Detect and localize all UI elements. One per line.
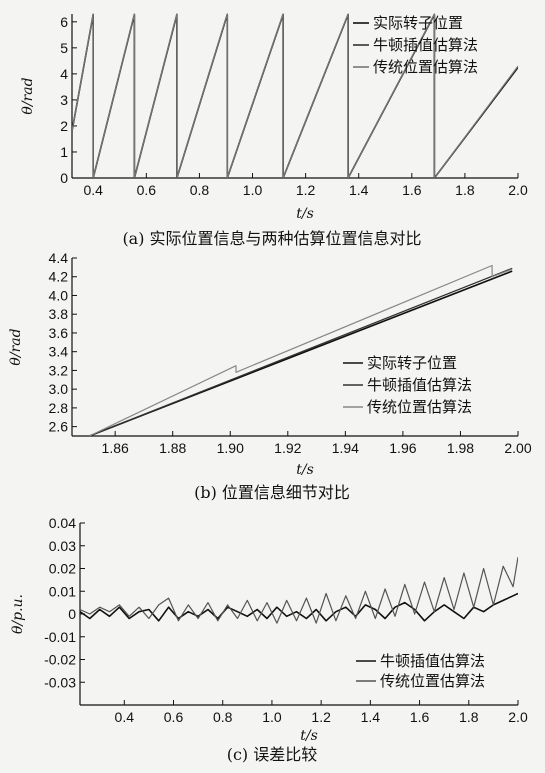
x-tick-label: 0.6 — [164, 709, 184, 725]
x-tick-label: 0.4 — [84, 182, 104, 198]
legend-label: 实际转子位置 — [367, 354, 457, 372]
y-tick-label: 1 — [60, 144, 68, 160]
y-tick-label: -0.01 — [44, 629, 76, 645]
y-axis-label: θ/p.u. — [10, 594, 26, 634]
legend-label: 牛顿插值估算法 — [373, 36, 478, 54]
x-tick-label: 1.6 — [402, 182, 422, 198]
x-tick-label: 2.0 — [508, 709, 528, 725]
x-axis-label: t/s — [300, 728, 318, 744]
x-tick-label: 1.8 — [455, 182, 475, 198]
x-tick-label: 1.6 — [410, 709, 430, 725]
y-tick-label: 0.03 — [49, 538, 76, 554]
y-tick-label: 4.2 — [49, 269, 69, 285]
x-tick-label: 1.90 — [217, 440, 244, 456]
y-tick-label: 0.01 — [49, 583, 76, 599]
x-tick-label: 1.2 — [311, 709, 331, 725]
x-tick-label: 1.8 — [459, 709, 479, 725]
y-tick-label: 0 — [60, 170, 68, 186]
x-axis-label: t/s — [296, 462, 314, 478]
y-axis-label: θ/rad — [20, 77, 36, 114]
y-tick-label: -0.02 — [44, 652, 76, 668]
x-tick-label: 2.00 — [504, 440, 531, 456]
chart-panel-2 — [71, 257, 519, 437]
x-tick-label: 1.4 — [361, 709, 381, 725]
chart-panel-1 — [71, 13, 519, 179]
y-tick-label: 0 — [68, 606, 76, 622]
legend-label: 传统位置估算法 — [373, 58, 478, 76]
series-line-1 — [80, 592, 518, 622]
x-tick-label: 1.86 — [102, 440, 129, 456]
series-line-3 — [72, 13, 518, 178]
legend-label: 牛顿插值估算法 — [367, 376, 472, 394]
x-tick-label: 0.8 — [213, 709, 233, 725]
y-tick-label: 3.0 — [49, 381, 69, 397]
y-axis-label: θ/rad — [8, 328, 24, 365]
y-tick-label: 2.6 — [49, 419, 69, 435]
y-tick-label: 6 — [60, 14, 68, 30]
legend-label: 传统位置估算法 — [380, 672, 485, 690]
chart-caption: (a) 实际位置信息与两种估算位置信息对比 — [122, 229, 421, 248]
series-line-3 — [89, 264, 513, 436]
y-tick-label: 4.0 — [49, 287, 69, 303]
y-tick-label: 3.8 — [49, 306, 69, 322]
x-tick-label: 1.98 — [447, 440, 474, 456]
y-tick-label: 3 — [60, 92, 68, 108]
y-tick-label: 4 — [60, 66, 68, 82]
legend-label: 传统位置估算法 — [367, 398, 472, 416]
y-tick-label: 0.04 — [49, 515, 76, 531]
y-tick-label: 3.4 — [49, 344, 69, 360]
x-tick-label: 1.0 — [243, 182, 263, 198]
chart-caption: (b) 位置信息细节对比 — [194, 483, 350, 502]
x-axis-label: t/s — [296, 206, 314, 222]
y-tick-label: 0.02 — [49, 561, 76, 577]
x-tick-label: 1.0 — [262, 709, 282, 725]
y-tick-label: 3.2 — [49, 362, 69, 378]
series-line-2 — [89, 267, 513, 436]
chart-caption: (c) 误差比较 — [227, 745, 318, 764]
x-tick-label: 1.96 — [389, 440, 416, 456]
x-tick-label: 1.4 — [349, 182, 369, 198]
x-tick-label: 0.8 — [190, 182, 210, 198]
x-tick-label: 1.88 — [159, 440, 186, 456]
x-tick-label: 1.2 — [296, 182, 316, 198]
y-tick-label: 2.8 — [49, 400, 69, 416]
legend-label: 牛顿插值估算法 — [380, 652, 485, 670]
x-tick-label: 1.94 — [332, 440, 359, 456]
y-tick-label: 2 — [60, 118, 68, 134]
series-line-2 — [80, 557, 518, 624]
y-tick-label: 5 — [60, 40, 68, 56]
x-tick-label: 0.4 — [115, 709, 135, 725]
y-tick-label: 4.4 — [49, 250, 69, 266]
x-tick-label: 2.0 — [508, 182, 528, 198]
y-tick-label: -0.03 — [44, 674, 76, 690]
chart-panel-3 — [79, 522, 519, 706]
x-tick-label: 0.6 — [137, 182, 157, 198]
y-tick-label: 3.6 — [49, 325, 69, 341]
x-tick-label: 1.92 — [274, 440, 301, 456]
legend-label: 实际转子位置 — [373, 14, 463, 32]
